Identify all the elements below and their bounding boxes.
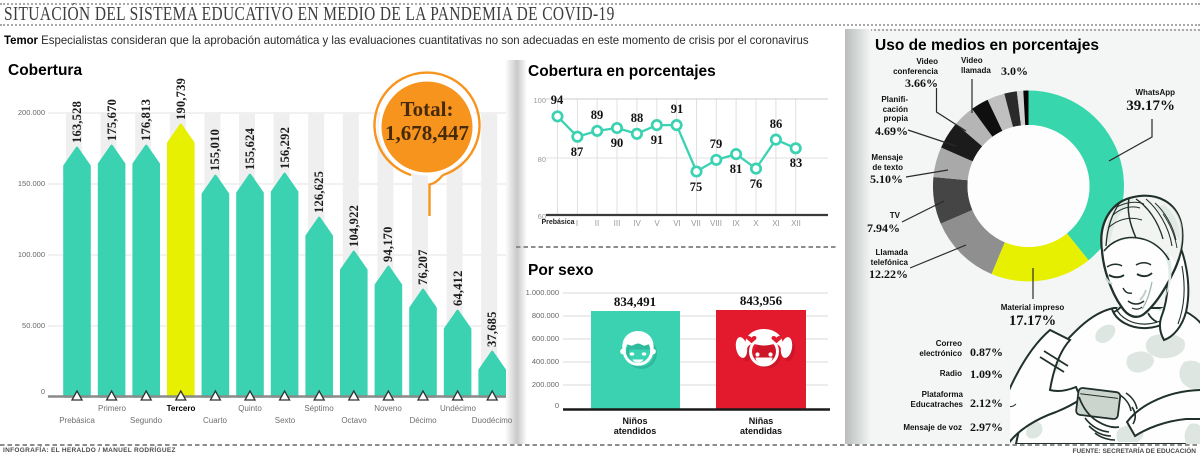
svg-text:Total:: Total: xyxy=(401,97,454,121)
svg-text:1,678,447: 1,678,447 xyxy=(385,121,469,145)
